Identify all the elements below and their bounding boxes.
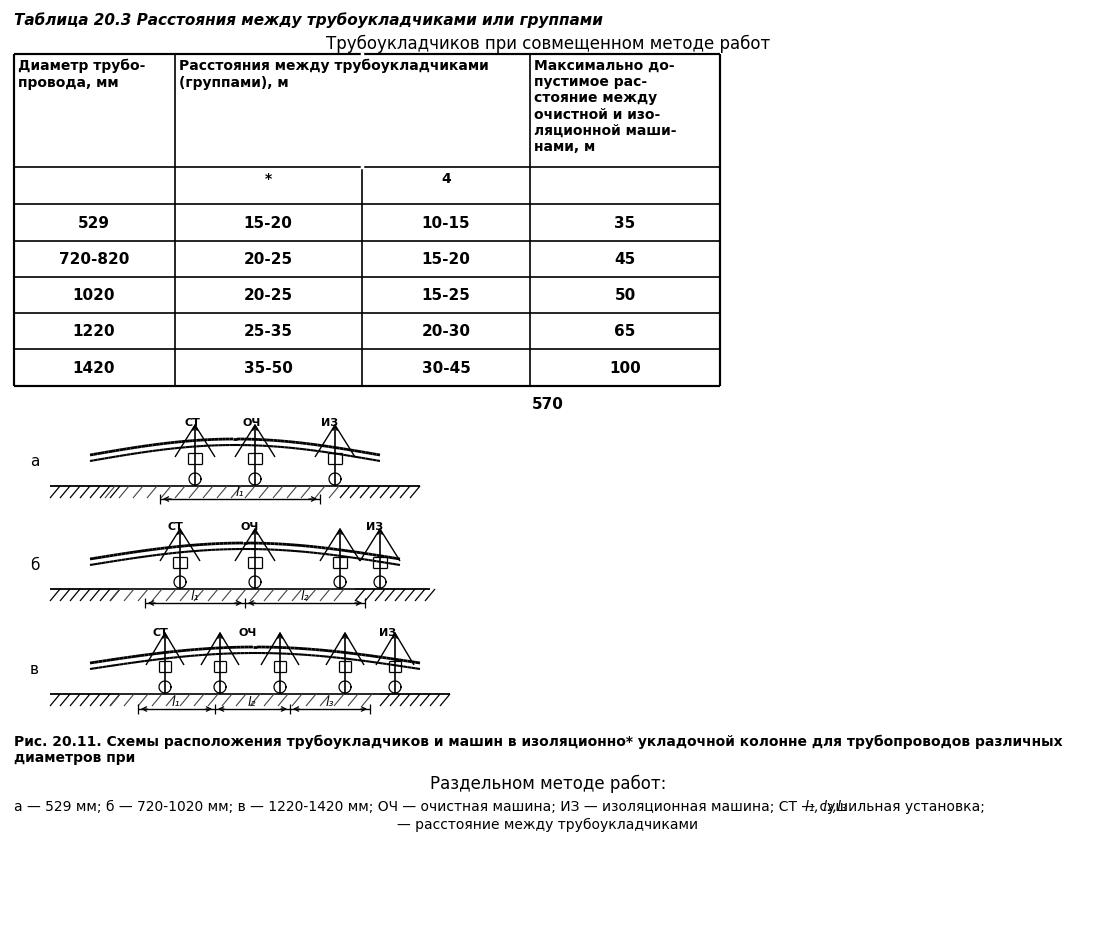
Text: 10-15: 10-15 bbox=[421, 216, 471, 231]
Text: 20-30: 20-30 bbox=[421, 324, 471, 339]
Text: Раздельном методе работ:: Раздельном методе работ: bbox=[430, 774, 666, 793]
Text: *: * bbox=[264, 172, 272, 186]
Text: диаметров при: диаметров при bbox=[14, 750, 135, 764]
Text: 20-25: 20-25 bbox=[244, 289, 293, 303]
Text: 15-20: 15-20 bbox=[244, 216, 293, 231]
Text: 25-35: 25-35 bbox=[244, 324, 293, 339]
Text: ИЗ: ИЗ bbox=[366, 522, 384, 532]
Text: l₃: l₃ bbox=[326, 695, 335, 708]
Text: 45: 45 bbox=[614, 252, 635, 267]
Text: l₁: l₁ bbox=[172, 695, 180, 708]
Text: Диаметр трубо-
провода, мм: Диаметр трубо- провода, мм bbox=[18, 59, 146, 89]
Text: 35-50: 35-50 bbox=[244, 361, 293, 376]
Text: СТ: СТ bbox=[152, 627, 168, 638]
Text: СТ: СТ bbox=[184, 418, 200, 428]
Text: а — 529 мм; б — 720-1020 мм; в — 1220-1420 мм; ОЧ — очистная машина; ИЗ — изоляц: а — 529 мм; б — 720-1020 мм; в — 1220-14… bbox=[14, 799, 989, 813]
Text: б: б bbox=[30, 557, 39, 572]
Text: Максимально до-
пустимое рас-
стояние между
очистной и изо-
ляционной маши-
нами: Максимально до- пустимое рас- стояние ме… bbox=[534, 59, 677, 154]
Text: 570: 570 bbox=[532, 396, 564, 411]
Text: ОЧ: ОЧ bbox=[239, 627, 257, 638]
Text: l₁: l₁ bbox=[191, 589, 200, 602]
Text: — расстояние между трубоукладчиками: — расстояние между трубоукладчиками bbox=[397, 818, 699, 831]
Text: 15-20: 15-20 bbox=[421, 252, 471, 267]
Text: ИЗ: ИЗ bbox=[321, 418, 339, 428]
Text: 720-820: 720-820 bbox=[59, 252, 129, 267]
Text: ОЧ: ОЧ bbox=[242, 418, 261, 428]
Text: Рис. 20.11. Схемы расположения трубоукладчиков и машин в изоляционно* укладочной: Рис. 20.11. Схемы расположения трубоукла… bbox=[14, 734, 1063, 749]
Text: СТ: СТ bbox=[167, 522, 183, 532]
Text: l₁: l₁ bbox=[236, 485, 245, 498]
Text: Трубоукладчиков при совмещенном методе работ: Трубоукладчиков при совмещенном методе р… bbox=[326, 35, 770, 53]
Text: 100: 100 bbox=[609, 361, 641, 376]
Text: Расстояния между трубоукладчиками
(группами), м: Расстояния между трубоукладчиками (групп… bbox=[179, 59, 489, 89]
Text: а: а bbox=[30, 453, 39, 468]
Text: l₂: l₂ bbox=[301, 589, 309, 602]
Text: 65: 65 bbox=[614, 324, 635, 339]
Text: 30-45: 30-45 bbox=[421, 361, 471, 376]
Text: 1020: 1020 bbox=[72, 289, 115, 303]
Text: 20-25: 20-25 bbox=[244, 252, 293, 267]
Text: 35: 35 bbox=[614, 216, 635, 231]
Text: в: в bbox=[30, 661, 39, 676]
Text: Таблица 20.3 Расстояния между трубоукладчиками или группами: Таблица 20.3 Расстояния между трубоуклад… bbox=[14, 12, 603, 28]
Text: 50: 50 bbox=[614, 289, 635, 303]
Text: l₁, l₂,l₃: l₁, l₂,l₃ bbox=[805, 799, 847, 813]
Text: 529: 529 bbox=[78, 216, 110, 231]
Text: ОЧ: ОЧ bbox=[241, 522, 259, 532]
Text: 4: 4 bbox=[441, 172, 451, 186]
Text: ИЗ: ИЗ bbox=[380, 627, 396, 638]
Text: 15-25: 15-25 bbox=[421, 289, 471, 303]
Text: l₂: l₂ bbox=[248, 695, 257, 708]
Text: 1420: 1420 bbox=[72, 361, 115, 376]
Text: 1220: 1220 bbox=[72, 324, 115, 339]
